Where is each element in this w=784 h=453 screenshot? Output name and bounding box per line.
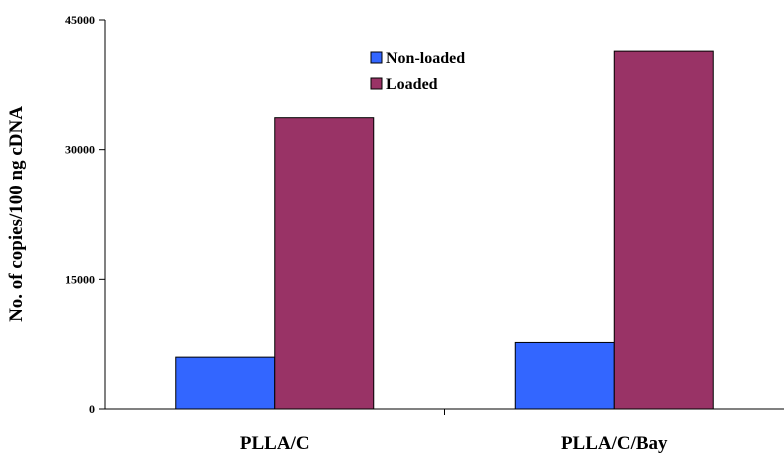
legend-swatch bbox=[370, 77, 383, 90]
x-category-label: PLLA/C bbox=[240, 433, 310, 453]
y-axis-title: No. of copies/100 ng cDNA bbox=[6, 106, 27, 322]
bar-loaded-plla-c bbox=[274, 117, 375, 410]
y-tick-label: 45000 bbox=[65, 13, 95, 27]
bars bbox=[175, 50, 714, 410]
x-category-label: PLLA/C/Bay bbox=[561, 433, 668, 453]
x-axis: PLLA/C PLLA/C/Bay bbox=[105, 408, 784, 453]
y-axis: 0 15000 30000 45000 bbox=[65, 13, 106, 416]
bar-non-loaded-plla-c-bay bbox=[514, 341, 615, 410]
legend-swatch bbox=[370, 51, 383, 64]
legend-label: Non-loaded bbox=[386, 50, 465, 67]
bar-non-loaded-plla-c bbox=[175, 356, 276, 410]
y-tick-label: 0 bbox=[89, 402, 95, 416]
bar-loaded-plla-c-bay bbox=[613, 50, 714, 410]
legend-label: Loaded bbox=[386, 76, 438, 93]
legend: Non-loaded Loaded bbox=[370, 50, 465, 93]
y-tick-label: 30000 bbox=[65, 143, 95, 157]
y-tick-label: 15000 bbox=[65, 272, 95, 286]
